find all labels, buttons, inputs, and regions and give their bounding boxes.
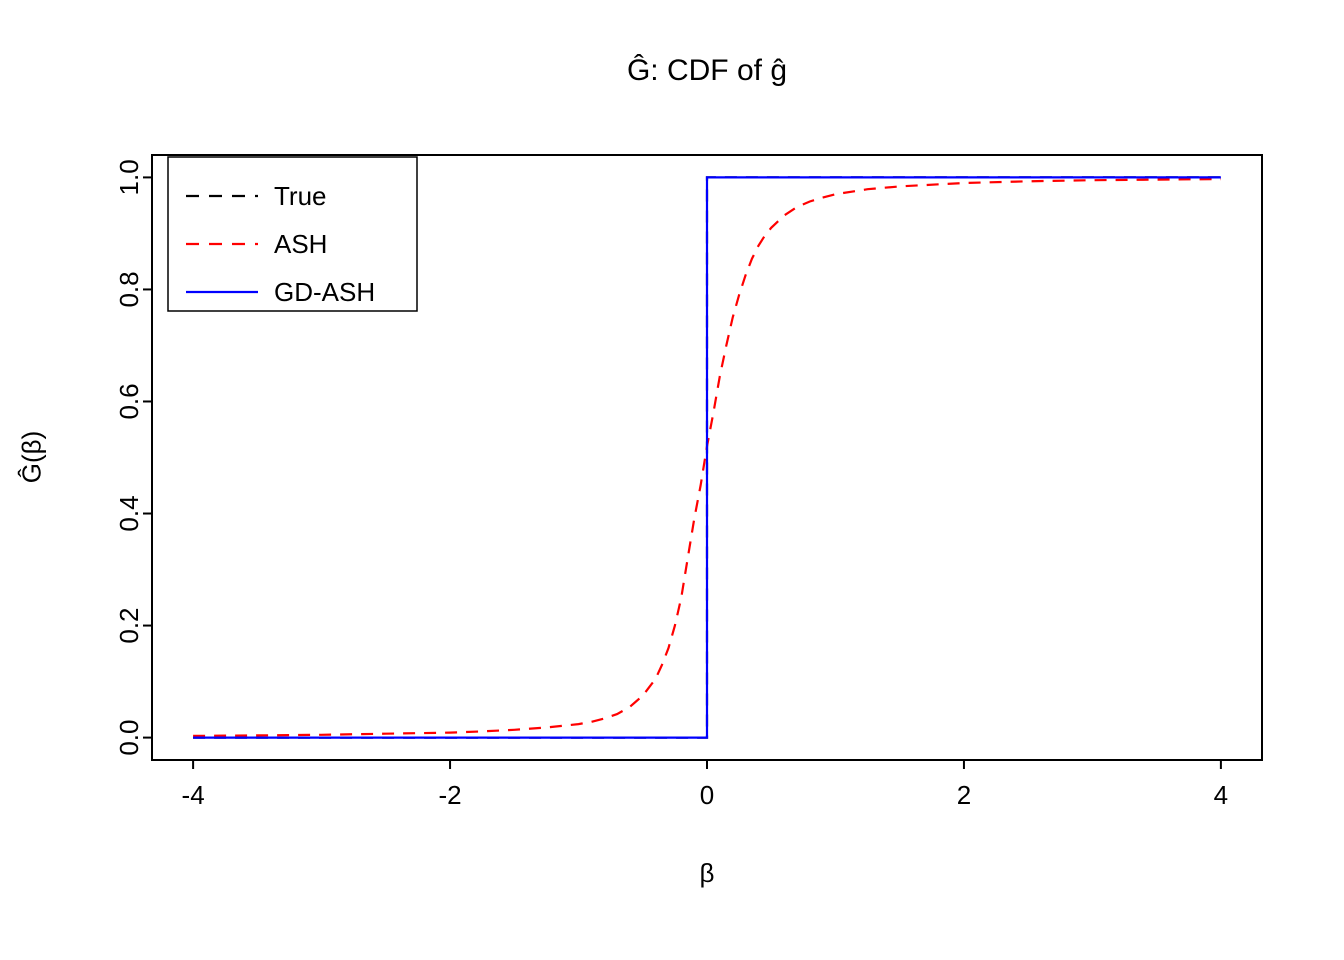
y-axis-tick-label: 0.0 [114, 720, 144, 756]
legend-label-ash: ASH [274, 229, 327, 259]
y-axis-tick-label: 0.2 [114, 607, 144, 643]
x-axis-tick-label: 2 [957, 780, 971, 810]
chart-title: Ĝ: CDF of ĝ [626, 54, 788, 87]
x-axis-label: β [699, 858, 715, 888]
legend-box [167, 156, 418, 312]
x-axis-tick-label: 4 [1214, 780, 1228, 810]
y-axis-tick-label: 1.0 [114, 159, 144, 195]
x-axis-tick-label: 0 [700, 780, 714, 810]
y-axis-tick-label: 0.4 [114, 495, 144, 531]
x-axis-tick-label: -2 [438, 780, 461, 810]
x-axis-tick-label: -4 [182, 780, 205, 810]
legend-label-true: True [274, 181, 327, 211]
legend-label-gd-ash: GD-ASH [274, 277, 375, 307]
y-axis-tick-label: 0.8 [114, 271, 144, 307]
y-axis-tick-label: 0.6 [114, 383, 144, 419]
series-ash-line [193, 178, 1221, 737]
series-gd-ash-line [193, 176, 1221, 739]
